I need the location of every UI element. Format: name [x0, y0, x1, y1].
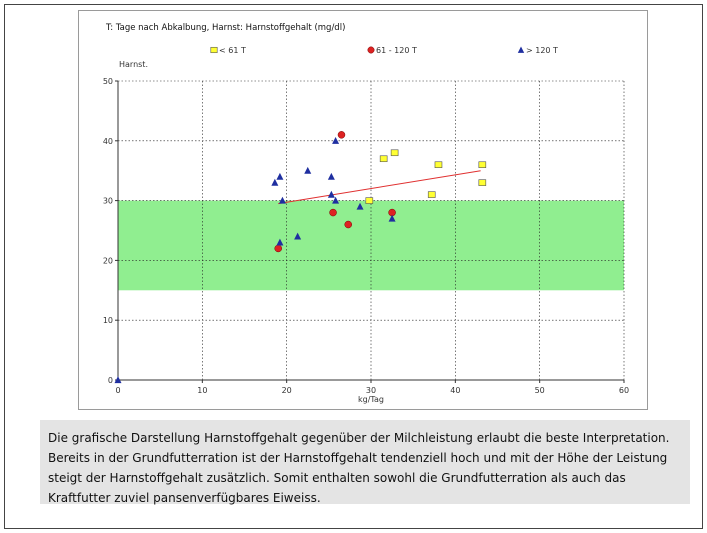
x-axis-label: kg/Tag	[358, 395, 384, 404]
legend-marker	[517, 46, 525, 53]
legend-label: > 120 T	[526, 46, 558, 55]
figure-frame	[4, 4, 703, 529]
data-point	[344, 220, 352, 229]
data-point	[337, 131, 346, 139]
data-point	[271, 178, 279, 186]
data-point	[332, 136, 340, 144]
data-point	[278, 196, 286, 204]
y-tick-label: 50	[103, 77, 113, 86]
legend-marker	[210, 46, 218, 54]
x-tick-label: 20	[282, 386, 292, 395]
data-point	[478, 179, 487, 186]
target-band	[118, 200, 624, 291]
legend-marker	[367, 46, 375, 54]
y-tick-label: 30	[103, 197, 113, 206]
y-axis-label: Harnst.	[119, 60, 148, 69]
data-point	[327, 190, 335, 198]
data-point	[379, 155, 388, 163]
legend-label: 61 - 120 T	[376, 46, 417, 55]
data-point	[434, 161, 443, 168]
x-tick-label: 30	[366, 386, 376, 395]
legend-label: < 61 T	[219, 46, 246, 55]
data-point	[114, 376, 122, 384]
data-point	[327, 172, 335, 180]
x-tick-label: 40	[450, 386, 460, 395]
y-tick-label: 20	[103, 256, 113, 265]
data-point	[365, 197, 374, 204]
data-point	[332, 196, 340, 204]
data-point	[356, 202, 364, 210]
data-point	[304, 166, 312, 174]
x-tick-label: 60	[619, 386, 629, 395]
trendline	[278, 170, 481, 205]
data-point	[329, 208, 337, 217]
caption-box: Die grafische Darstellung Harnstoffgehal…	[40, 420, 690, 505]
data-point	[294, 232, 302, 240]
data-point	[390, 149, 399, 157]
chart-panel: T: Tage nach Abkalbung, Harnst: Harnstof…	[78, 10, 648, 410]
chart-title: T: Tage nach Abkalbung, Harnst: Harnstof…	[105, 23, 345, 33]
caption-text: Die grafische Darstellung Harnstoffgehal…	[48, 431, 670, 505]
data-point	[388, 214, 396, 222]
data-point	[276, 238, 284, 246]
y-tick-label: 10	[103, 316, 113, 325]
data-point	[276, 172, 284, 180]
data-point	[478, 161, 487, 168]
y-tick-label: 40	[103, 137, 113, 146]
x-tick-label: 50	[535, 386, 545, 395]
data-point	[274, 244, 282, 253]
data-point	[427, 191, 436, 198]
x-tick-label: 10	[197, 386, 207, 395]
x-tick-label: 0	[115, 386, 120, 395]
y-tick-label: 0	[108, 376, 113, 385]
scatter-chart: T: Tage nach Abkalbung, Harnst: Harnstof…	[103, 23, 629, 404]
